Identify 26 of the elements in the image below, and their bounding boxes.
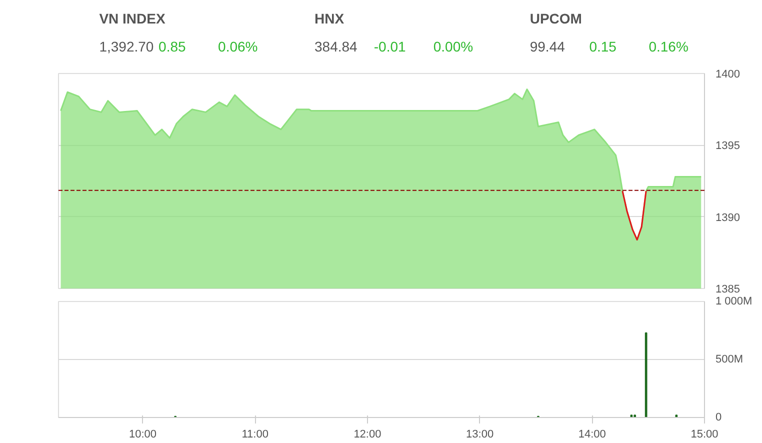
- line-series: [622, 190, 647, 241]
- text: 0.16%: [648, 38, 688, 54]
- x-tick-label: 11:00: [242, 428, 268, 440]
- y-tick-label: 1400: [716, 68, 740, 80]
- x-tick-label: 12:00: [354, 428, 382, 440]
- y-tick-label: 0: [716, 412, 722, 424]
- x-tick-label: 14:00: [578, 428, 606, 440]
- y-tick-label: 1 000M: [716, 296, 752, 308]
- text: 0.00%: [433, 38, 474, 54]
- text: 0.15: [589, 38, 617, 54]
- text: 99.44: [530, 38, 566, 54]
- y-tick-label: 1390: [716, 212, 740, 224]
- y-tick-label: 1385: [716, 284, 740, 296]
- x-tick-label: 13:00: [466, 428, 494, 440]
- y-tick-label: 1395: [716, 140, 740, 152]
- text: 0.85: [158, 38, 186, 54]
- text: -0.01: [374, 38, 406, 54]
- x-tick-label: 10:00: [128, 428, 157, 440]
- text: 384.84: [314, 38, 358, 54]
- category-label: UPCOM: [530, 10, 582, 26]
- text: 1,392.70: [99, 38, 154, 54]
- text: 0.06%: [218, 38, 258, 54]
- category-label: HNX: [314, 10, 345, 26]
- x-tick-label: 15:00: [690, 428, 718, 440]
- y-tick-label: 500M: [716, 354, 744, 366]
- category-label: VN INDEX: [99, 10, 166, 26]
